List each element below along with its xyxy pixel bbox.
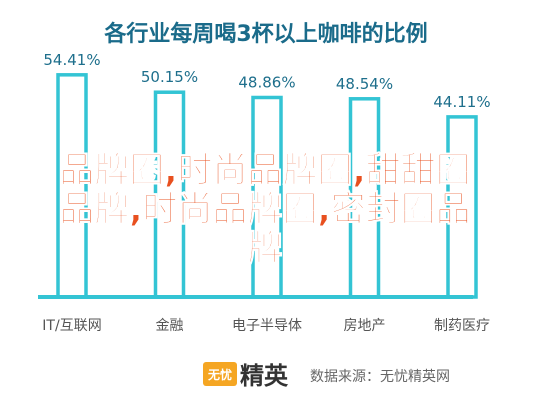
category-label-2: 金融 <box>156 318 184 334</box>
footer: 无忧 精英 数据来源：无忧精英网 <box>203 362 450 390</box>
value-label-5: 44.11% <box>433 93 490 111</box>
value-labels: 54.41% 50.15% 48.86% 48.54% 44.11% <box>43 51 490 111</box>
brand-logo: 无忧 精英 <box>203 362 289 390</box>
category-label-4: 房地产 <box>344 318 386 334</box>
category-label-3: 电子半导体 <box>232 318 302 334</box>
category-label-1: IT/互联网 <box>42 318 101 334</box>
bar-4 <box>348 97 381 299</box>
overlay-line-3: 牌 <box>247 229 282 269</box>
category-label-5: 制药医疗 <box>434 318 490 334</box>
overlay-text: 品牌圈,时尚品牌圈,甜甜圈 品牌,时尚品牌圈,密封圈品 牌 <box>59 151 472 270</box>
value-label-4: 48.54% <box>336 75 393 93</box>
brand-badge-icon <box>203 362 237 386</box>
value-label-1: 54.41% <box>43 51 100 69</box>
overlay-line-1: 品牌圈,时尚品牌圈,甜甜圈 <box>59 151 471 191</box>
brand-name: 精英 <box>240 362 289 390</box>
value-label-3: 48.86% <box>238 73 295 91</box>
bars <box>56 73 478 299</box>
value-label-2: 50.15% <box>141 68 198 86</box>
overlay-line-2: 品牌,时尚品牌圈,密封圈品 <box>59 189 471 230</box>
brand-badge-text: 无忧 <box>207 367 232 382</box>
category-labels: IT/互联网 金融 电子半导体 房地产 制药医疗 <box>42 318 490 334</box>
chart-title: 各行业每周喝3杯以上咖啡的比例 <box>103 21 427 47</box>
data-source: 数据来源：无忧精英网 <box>310 368 450 385</box>
